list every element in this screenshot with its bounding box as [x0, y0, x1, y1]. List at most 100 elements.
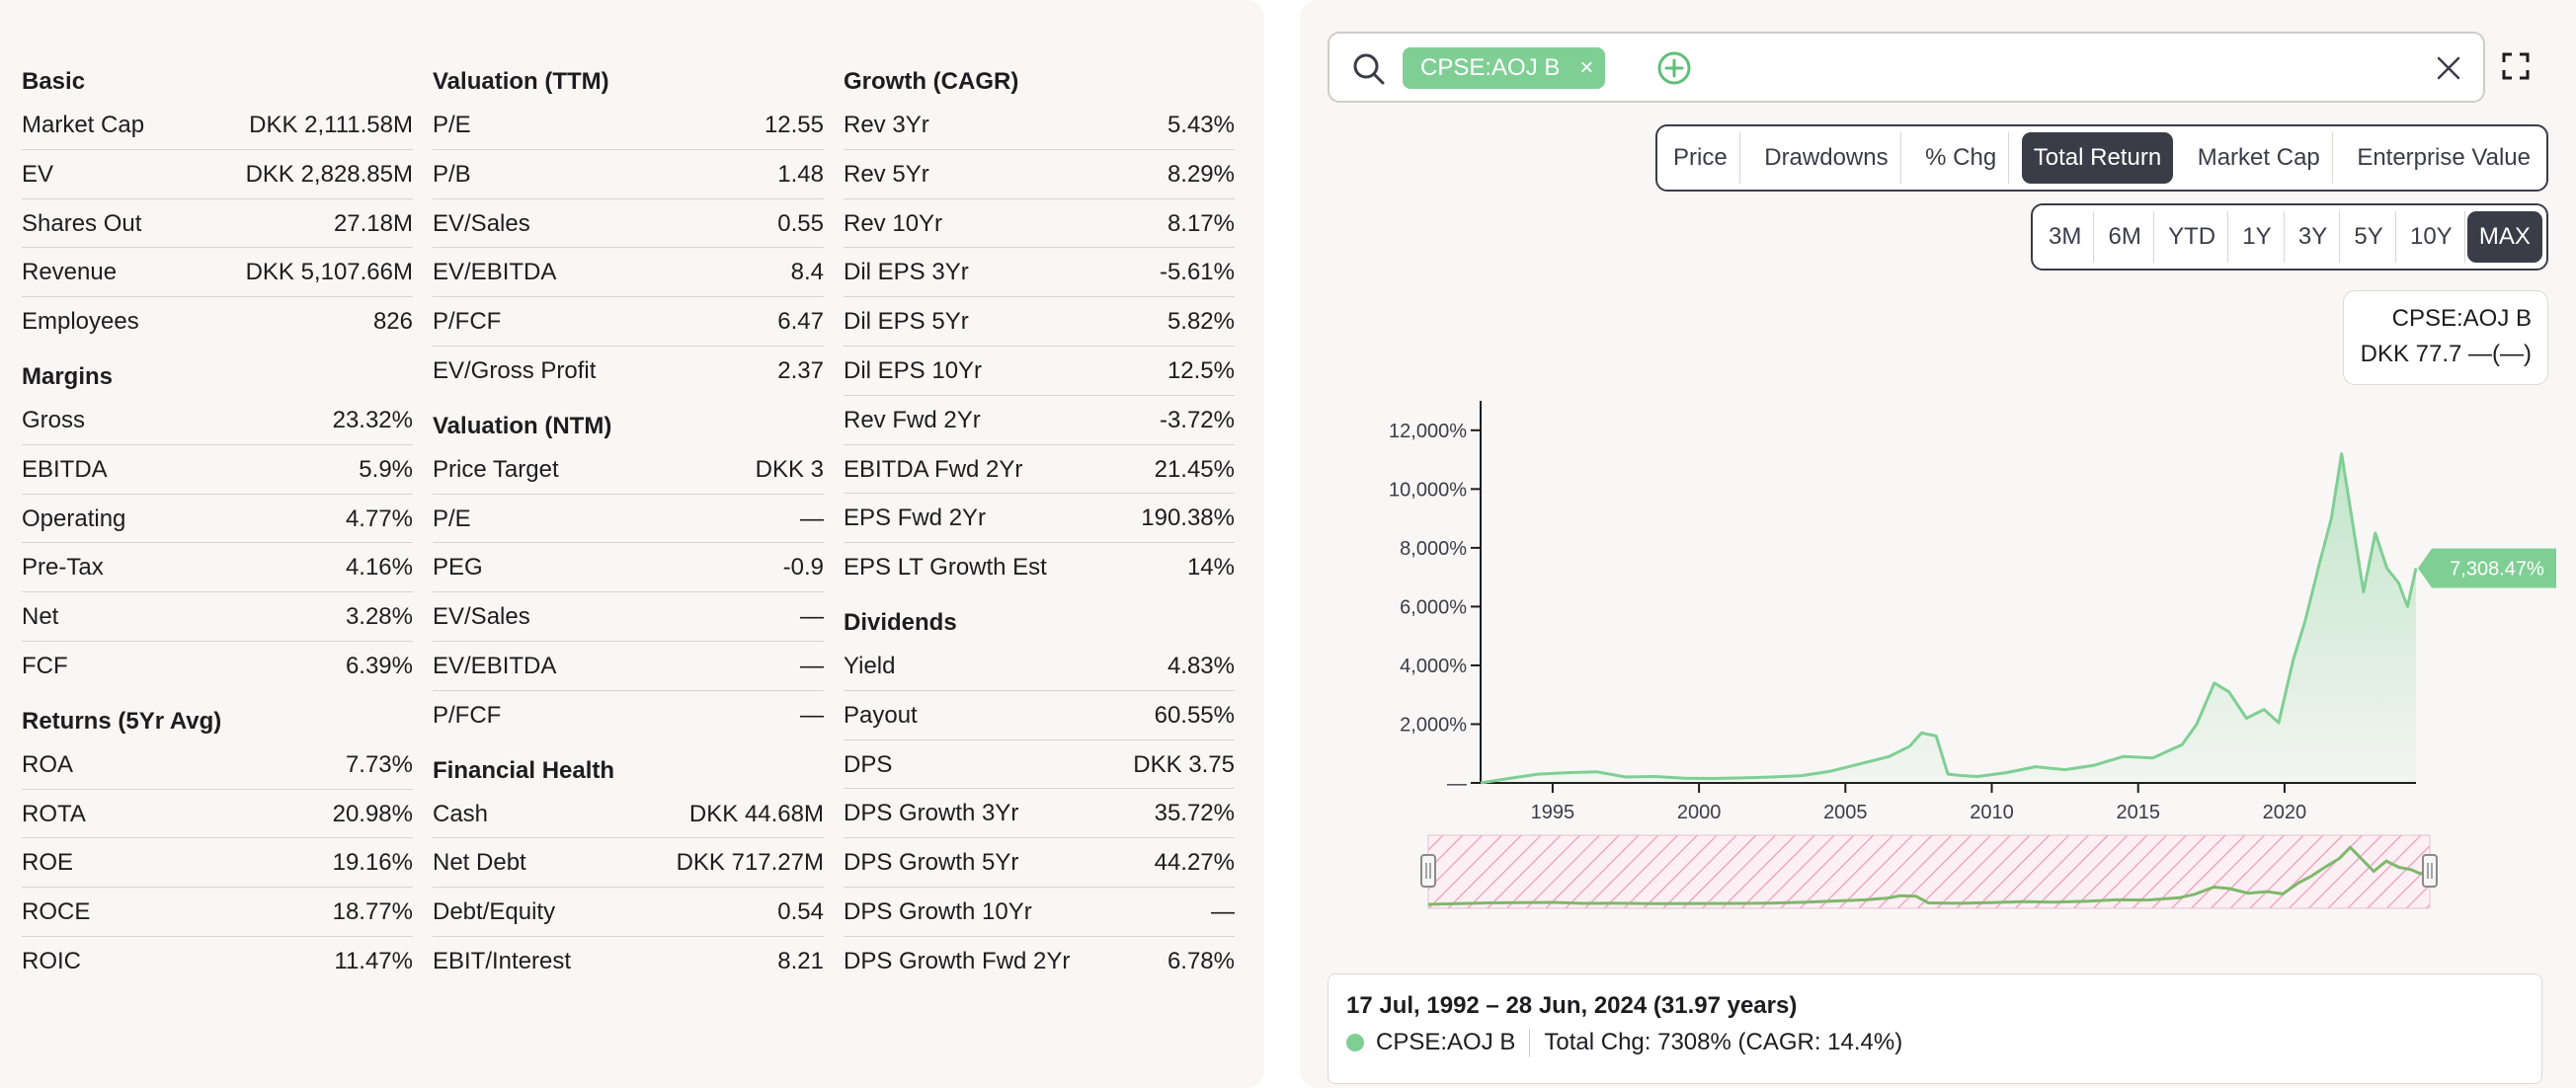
date-range: 17 Jul, 1992 – 28 Jun, 2024 (31.97 years… [1346, 992, 1798, 1019]
range-ytd[interactable]: YTD [2156, 211, 2229, 263]
add-ticker-icon[interactable] [1655, 49, 1693, 87]
metric-row-ev-gross-profit: EV/Gross Profit 2.37 [433, 347, 824, 396]
navigator-range [1427, 834, 2431, 909]
metric-value: 12.5% [1167, 356, 1235, 384]
metric-value: 5.9% [359, 455, 413, 483]
metric-label: DPS Growth 3Yr [844, 800, 1019, 827]
metric-row-roic: ROIC 11.47% [22, 937, 413, 986]
metric-label: Dil EPS 5Yr [844, 308, 969, 336]
section-returns-5yr-avg: ROA 7.73% ROTA 20.98% ROE 19.16% ROCE 18.77% ROI… [22, 740, 413, 986]
metric-value: 4.77% [345, 505, 413, 532]
metric-value: -5.61% [1159, 259, 1235, 286]
navigator-left-handle[interactable] [1420, 854, 1436, 888]
section-basic: Market Cap DKK 2,111.58M EV DKK 2,828.85M Sh… [22, 101, 413, 347]
metric-value: -0.9 [782, 554, 824, 582]
range-3y[interactable]: 3Y [2287, 211, 2341, 263]
metric-value: 0.54 [777, 898, 824, 926]
metric-value: — [800, 701, 824, 729]
metric-label: Operating [22, 505, 126, 532]
metric-label: P/E [433, 112, 471, 138]
metric-label: Rev Fwd 2Yr [844, 406, 981, 433]
metric-value: 2.37 [777, 356, 824, 384]
range-10y[interactable]: 10Y [2398, 211, 2465, 263]
metric-label: Market Cap [22, 112, 145, 138]
metric-label: Net [22, 603, 59, 631]
section-dividends: Yield 4.83% Payout 60.55% DPS DKK 3.75 DPS Gro… [844, 642, 1235, 986]
metric-value: 6.47 [777, 308, 824, 336]
metric-value: — [1211, 897, 1235, 925]
tab-total-return[interactable]: Total Return [2021, 132, 2174, 184]
metric-value: 3.28% [345, 603, 413, 631]
metric-row-price-target: Price Target DKK 3 [433, 445, 824, 495]
metric-row-rev-3yr: Rev 3Yr 5.43% [844, 101, 1235, 150]
series-area [1481, 453, 2416, 783]
ticker-chip[interactable]: CPSE:AOJ B × [1403, 47, 1606, 89]
metric-value: — [800, 652, 824, 679]
metric-label: Price Target [433, 455, 559, 483]
metric-label: EPS Fwd 2Yr [844, 505, 987, 532]
tab-price[interactable]: Price [1661, 132, 1740, 184]
section-financial-health: Cash DKK 44.68M Net Debt DKK 717.27M Debt/Eq… [433, 790, 824, 986]
x-tick-label: 2005 [1823, 802, 1868, 823]
y-tick-label: — [1447, 773, 1467, 795]
metric-label: P/FCF [433, 308, 502, 336]
metric-value: 27.18M [333, 209, 413, 237]
range-3m[interactable]: 3M [2037, 211, 2095, 263]
x-tick-label: 2015 [2116, 802, 2160, 823]
metric-row-ev-sales: EV/Sales 0.55 [433, 199, 824, 249]
metric-label: Net Debt [433, 849, 526, 877]
metric-value: 4.16% [345, 554, 413, 582]
tab-chg[interactable]: % Chg [1913, 132, 2010, 184]
clear-search-icon[interactable] [2436, 55, 2461, 81]
range-max[interactable]: MAX [2466, 211, 2542, 263]
navigator-right-handle[interactable] [2422, 854, 2438, 888]
metric-value: 6.78% [1167, 947, 1235, 974]
metric-row-ebit-interest: EBIT/Interest 8.21 [433, 937, 824, 986]
x-tick-label: 2000 [1677, 802, 1722, 823]
metric-label: ROE [22, 849, 74, 877]
fundamentals-column-1: Basic Market Cap DKK 2,111.58M EV DKK 2,828.… [22, 63, 413, 986]
metric-row-dps-growth-fwd-2yr: DPS Growth Fwd 2Yr 6.78% [844, 937, 1235, 986]
metric-label: Gross [22, 406, 86, 433]
search-icon [1353, 53, 1385, 85]
total-return-chart[interactable]: — 2,000% 4,000% 6,000% 8,000% 10,000% 12,000% 1… [1300, 0, 2576, 968]
summary-box: 17 Jul, 1992 – 28 Jun, 2024 (31.97 years… [1328, 973, 2542, 1084]
tab-market-cap[interactable]: Market Cap [2186, 132, 2333, 184]
metric-value: 44.27% [1154, 849, 1235, 877]
metric-row-dps-growth-10yr: DPS Growth 10Yr — [844, 888, 1235, 937]
metric-row-ebitda: EBITDA 5.9% [22, 445, 413, 495]
y-tick-label: 6,000% [1400, 596, 1467, 618]
range-6m[interactable]: 6M [2097, 211, 2154, 263]
metric-label: P/B [433, 160, 471, 188]
metric-value: 11.47% [334, 947, 413, 974]
range-1y[interactable]: 1Y [2230, 211, 2285, 263]
chart-panel: CPSE:AOJ B × Price Drawdowns% Chg Total Re… [1300, 0, 2576, 1088]
navigator-line [1427, 845, 2431, 906]
metric-label: Pre-Tax [22, 554, 104, 582]
metric-label: ROTA [22, 800, 86, 827]
metric-value: 12.55 [764, 112, 824, 138]
metric-row-dil-eps-3yr: Dil EPS 3Yr -5.61% [844, 248, 1235, 298]
metric-row-dil-eps-10yr: Dil EPS 10Yr 12.5% [844, 347, 1235, 396]
metric-row-ev-ebitda: EV/EBITDA 8.4 [433, 248, 824, 298]
metric-label: Shares Out [22, 209, 142, 237]
section-valuation-ttm: P/E 12.55 P/B 1.48 EV/Sales 0.55 EV/EBITDA 8.4 P… [433, 101, 824, 396]
chip-close-icon[interactable]: × [1579, 54, 1594, 81]
metric-label: ROA [22, 750, 74, 778]
legend-price: DKK 77.7 —(—) [2360, 341, 2532, 367]
series-dot [1346, 1034, 1364, 1051]
fullscreen-icon[interactable] [2501, 51, 2531, 81]
range-5y[interactable]: 5Y [2342, 211, 2396, 263]
separator [1529, 1028, 1531, 1057]
metric-row-pre-tax: Pre-Tax 4.16% [22, 543, 413, 593]
section-valuation-ntm: Price Target DKK 3 P/E — PEG -0.9 EV/Sales — EV/… [433, 445, 824, 740]
tab-drawdowns[interactable]: Drawdowns [1752, 132, 1901, 184]
metric-value: DKK 2,828.85M [245, 160, 413, 188]
metric-row-net: Net 3.28% [22, 592, 413, 642]
metric-value: 4.83% [1167, 652, 1235, 679]
ticker-search-box[interactable]: CPSE:AOJ B × [1328, 32, 2485, 103]
section-title-financial-health: Financial Health [433, 756, 615, 784]
metric-value: 7.73% [345, 750, 413, 778]
metric-value: 1.48 [777, 160, 824, 188]
tab-enterprise-value[interactable]: Enterprise Value [2357, 144, 2531, 171]
